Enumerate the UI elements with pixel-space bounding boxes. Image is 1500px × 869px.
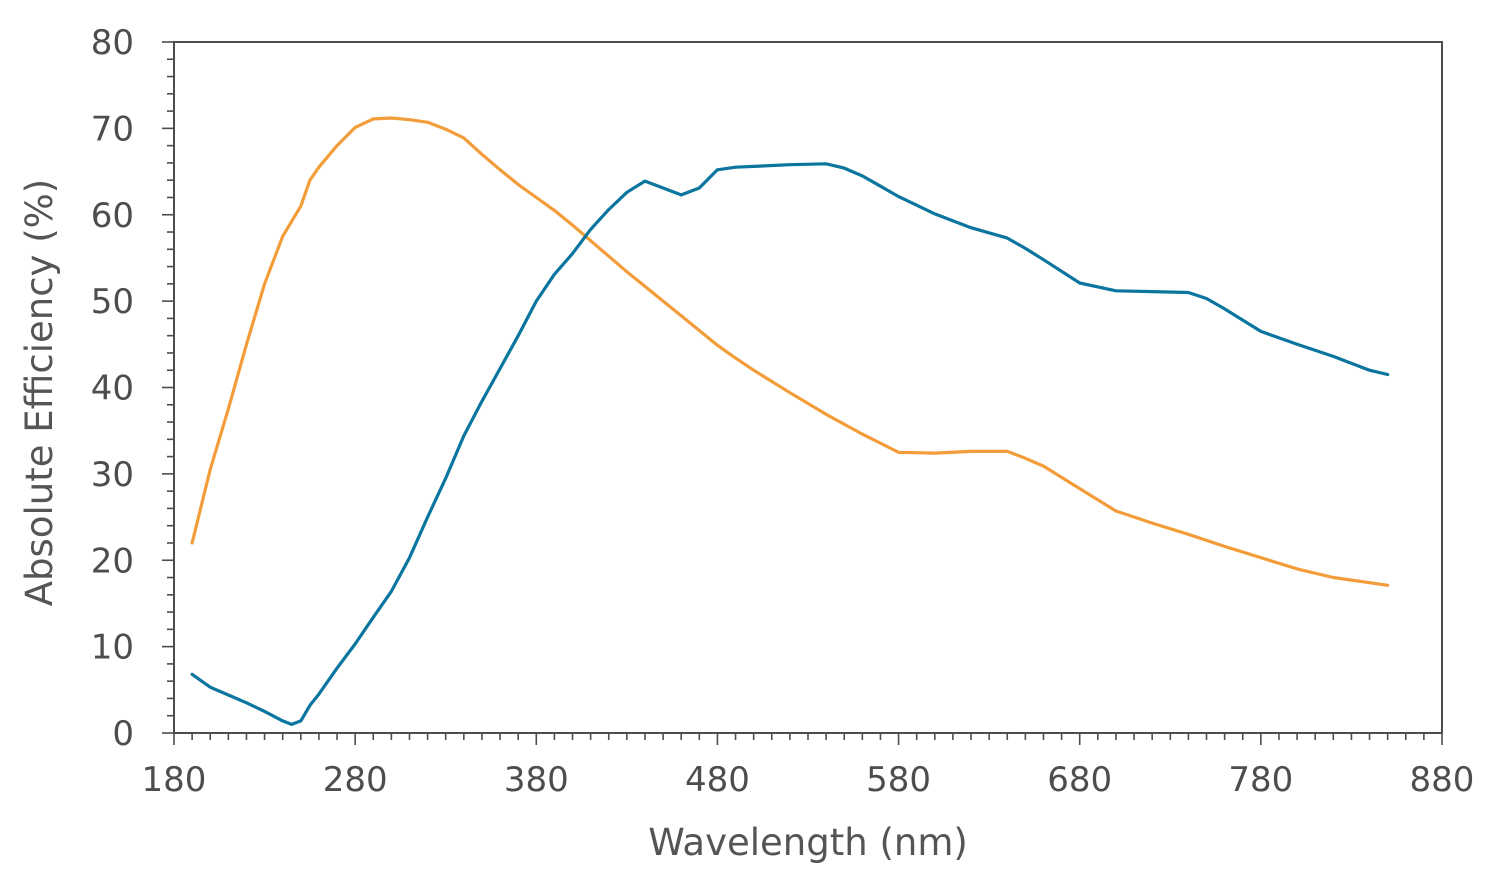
plot-frame — [173, 41, 1443, 734]
y-tick-label: 0 — [112, 714, 134, 754]
tick-labels: 180 280 380 480 580 680 780 880 0 10 20 30 40 50 60 70 8… — [91, 23, 1475, 800]
y-tick-label: 30 — [91, 455, 134, 495]
y-axis-title: Absolute Efficiency (%) — [18, 179, 61, 607]
y-tick-label: 50 — [91, 282, 134, 322]
series-line-2 — [190, 162, 1390, 726]
x-tick-label: 580 — [866, 760, 931, 800]
x-tick-label: 780 — [1228, 760, 1293, 800]
series-line-1 — [190, 116, 1390, 587]
series-layer — [190, 116, 1390, 726]
y-tick-label: 10 — [91, 628, 134, 668]
ticks-layer — [162, 41, 1443, 745]
x-axis-title: Wavelength (nm) — [648, 821, 968, 864]
x-tick-label: 680 — [1047, 760, 1112, 800]
y-tick-label: 20 — [91, 541, 134, 581]
y-tick-label: 80 — [91, 23, 134, 63]
y-tick-label: 40 — [91, 369, 134, 409]
x-tick-label: 480 — [685, 760, 750, 800]
x-tick-label: 380 — [504, 760, 569, 800]
y-tick-label: 70 — [91, 109, 134, 149]
x-tick-label: 180 — [142, 760, 207, 800]
y-tick-label: 60 — [91, 196, 134, 236]
x-tick-label: 880 — [1410, 760, 1475, 800]
x-tick-label: 280 — [323, 760, 388, 800]
